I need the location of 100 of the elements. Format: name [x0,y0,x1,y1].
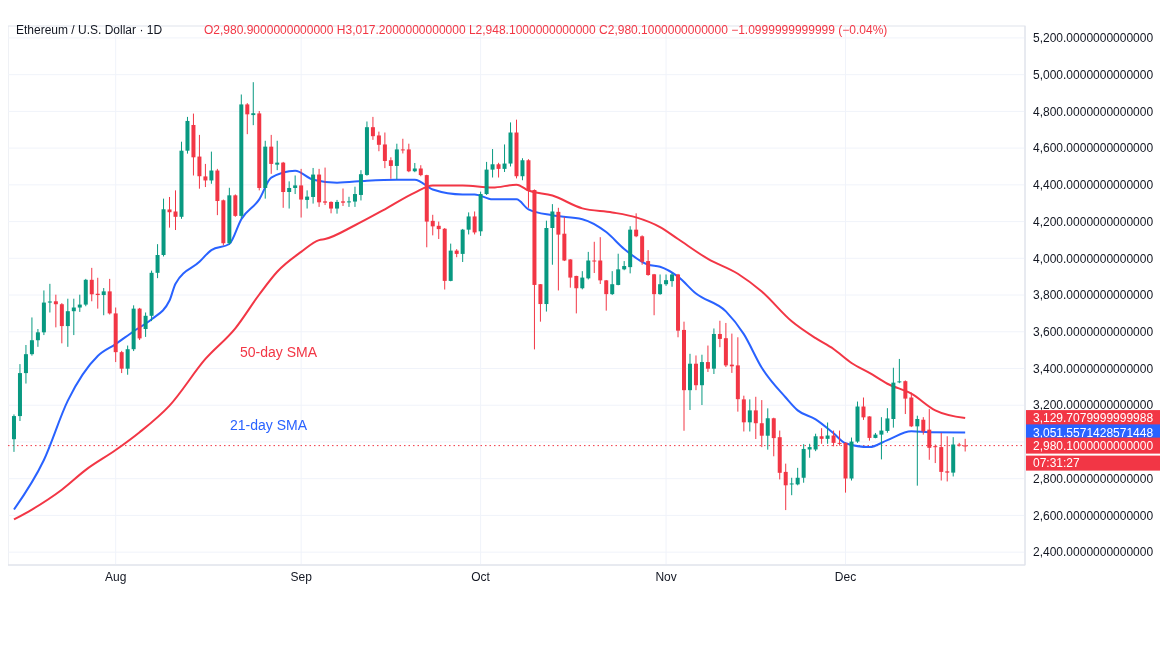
candlestick [209,151,214,185]
candlestick [753,396,758,440]
y-tick-label: 3,400.0000000000000 [1033,361,1154,376]
y-tick-label: 2,400.0000000000000 [1033,545,1154,560]
candlestick [35,328,40,348]
candlestick [29,316,34,357]
candlestick [472,210,477,235]
y-tick-label: 3,800.0000000000000 [1033,288,1154,303]
candlestick [490,148,495,179]
candlestick [705,345,710,373]
candlestick [550,203,555,266]
candlestick [652,273,657,316]
x-tick-label: Nov [655,570,677,584]
candlestick [125,345,130,376]
candlestick [107,278,112,316]
y-tick-label: 4,600.0000000000000 [1033,141,1154,156]
candlestick [897,358,902,384]
candlestick [502,143,507,173]
candlestick [394,143,399,180]
candlestick [101,287,106,316]
candlestick [556,207,561,291]
candlestick [155,243,160,279]
x-tick-label: Aug [105,570,127,584]
candlestick [568,258,573,289]
candlestick [783,463,788,511]
candlestick [538,283,543,323]
candlestick [903,379,908,415]
chart-subtitle: O2,980.9000000000000 H3,017.2000000000000 L2,948.1000000000000 C2,980.1000000000000 −1.0999999999999 (−0.04%) [204,23,888,37]
candlestick [598,236,603,285]
candlestick [574,275,579,314]
candlestick [65,298,70,348]
candlestick [520,157,525,181]
candlestick [119,350,124,374]
candlestick [299,168,304,219]
text: 3,051.5571428571448 [1033,425,1154,440]
candlestick [664,273,669,287]
candlestick [275,140,280,171]
candlestick [53,294,58,328]
candlestick [670,272,675,288]
ref-line-label: 2,980.1000000000000 [1033,438,1154,453]
y-tick-label: 5,000.0000000000000 [1033,67,1154,82]
candlestick [335,199,340,215]
candlestick [867,415,872,442]
candlestick [203,163,208,188]
y-tick-label: 4,000.0000000000000 [1033,251,1154,266]
candlestick [699,354,704,406]
candlestick [370,116,375,141]
candlestick [466,211,471,235]
candlestick [610,270,615,296]
candlestick [741,395,746,432]
candlestick [658,273,663,296]
candlestick [305,189,310,210]
candlestick [580,270,585,290]
candlestick [616,253,621,286]
x-tick-label: Oct [471,570,491,584]
candlestick [717,320,722,348]
candlestick [388,156,393,180]
candlestick [346,196,351,208]
candlestick [915,415,920,487]
candlestick [251,81,256,126]
candlestick [406,143,411,173]
candlestick [604,279,609,312]
candlestick [323,167,328,206]
candlestick [167,196,172,229]
candlestick [11,413,16,453]
candlestick [287,180,292,210]
candlestick [861,397,866,421]
y-tick-label: 3,600.0000000000000 [1033,324,1154,339]
candlestick [765,407,770,451]
candlestick [89,267,94,302]
x-tick-label: Sep [290,570,313,584]
y-tick-label: 4,800.0000000000000 [1033,104,1154,119]
candlestick [693,354,698,391]
candlestick [233,193,238,218]
candlestick [586,251,591,280]
candlestick [173,189,178,231]
series-label: 50-day SMA [240,344,318,360]
candlestick [592,241,597,274]
candlestick [382,132,387,169]
y-tick-label: 4,200.0000000000000 [1033,214,1154,229]
candlestick [23,344,28,385]
candlestick [376,131,381,152]
candlestick [747,398,752,432]
text: 21-day SMA [230,417,308,433]
candlestick [293,174,298,195]
y-tick-label: 4,400.0000000000000 [1033,178,1154,193]
text: 07:31:27 [1033,455,1081,470]
y-tick-label: 2,800.0000000000000 [1033,471,1154,486]
candlestick [352,186,357,208]
y-tick-label: 5,200.0000000000000 [1033,31,1154,46]
candlestick [269,134,274,175]
candlestick [634,212,639,238]
candlestick [143,311,148,338]
x-tick-label: Dec [834,570,857,584]
candlestick [825,421,830,445]
candlestick [311,167,316,205]
candlestick [197,134,202,190]
candlestick [430,214,435,236]
candlestick [47,283,52,313]
candlestick [885,407,890,434]
